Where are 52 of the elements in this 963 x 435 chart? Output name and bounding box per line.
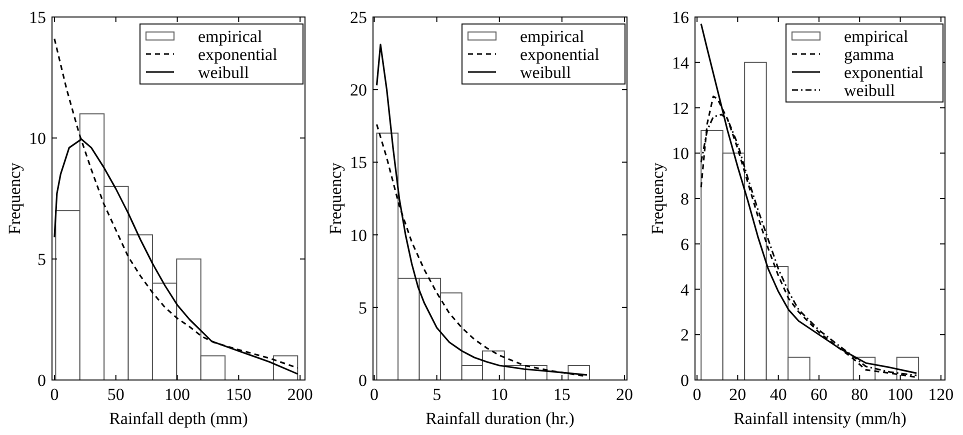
legend-label: weibull — [844, 81, 896, 100]
legend-label: gamma — [844, 45, 894, 64]
x-tick-label: 200 — [287, 385, 313, 404]
y-tick-label: 0 — [38, 371, 46, 390]
x-axis-title: Rainfall duration (hr.) — [426, 409, 574, 428]
y-tick-label: 0 — [680, 371, 689, 390]
legend-label: empirical — [520, 27, 584, 46]
y-tick-label: 6 — [680, 234, 689, 254]
legend-label: empirical — [198, 27, 262, 46]
x-tick-label: 10 — [490, 385, 508, 404]
y-tick-label: 14 — [672, 53, 690, 72]
y-tick-label: 5 — [358, 298, 367, 318]
y-tick-label: 0 — [358, 371, 367, 390]
y-tick-label: 12 — [672, 98, 689, 118]
legend-label: weibull — [520, 63, 572, 82]
legend-label: exponential — [198, 45, 278, 64]
y-axis-title: Frequency — [5, 162, 24, 234]
x-tick-label: 15 — [553, 385, 570, 404]
x-tick-label: 5 — [432, 385, 442, 404]
y-axis-title: Frequency — [326, 162, 345, 234]
y-tick-label: 10 — [29, 129, 46, 148]
x-tick-label: 50 — [107, 385, 124, 404]
x-tick-label: 0 — [692, 385, 702, 404]
x-axis-title: Rainfall depth (mm) — [109, 409, 248, 428]
legend-label: exponential — [844, 63, 924, 82]
x-tick-label: 0 — [50, 385, 59, 404]
x-tick-label: 20 — [729, 385, 746, 404]
y-tick-label: 2 — [680, 326, 689, 345]
y-axis-title: Frequency — [648, 162, 667, 234]
x-tick-label: 80 — [851, 385, 868, 404]
y-tick-label: 25 — [350, 8, 367, 27]
x-tick-label: 20 — [616, 385, 633, 404]
y-tick-label: 10 — [672, 144, 689, 164]
x-axis-title: Rainfall intensity (mm/h) — [734, 409, 906, 428]
y-tick-label: 15 — [29, 8, 46, 27]
y-tick-label: 15 — [350, 153, 367, 172]
x-tick-label: 150 — [226, 385, 252, 404]
y-tick-label: 16 — [672, 8, 689, 27]
y-tick-label: 4 — [680, 280, 690, 300]
y-tick-label: 10 — [350, 226, 367, 245]
y-tick-label: 20 — [350, 80, 367, 100]
x-tick-label: 0 — [370, 385, 378, 404]
legend-label: exponential — [520, 45, 600, 64]
legend-label: weibull — [198, 63, 250, 82]
x-tick-label: 60 — [810, 385, 828, 404]
y-tick-label: 5 — [38, 250, 46, 269]
legend-label: empirical — [844, 27, 908, 46]
x-tick-label: 100 — [888, 385, 914, 404]
x-tick-label: 120 — [928, 385, 954, 404]
x-tick-label: 100 — [164, 385, 190, 404]
x-tick-label: 40 — [770, 385, 787, 404]
y-tick-label: 8 — [680, 190, 689, 208]
